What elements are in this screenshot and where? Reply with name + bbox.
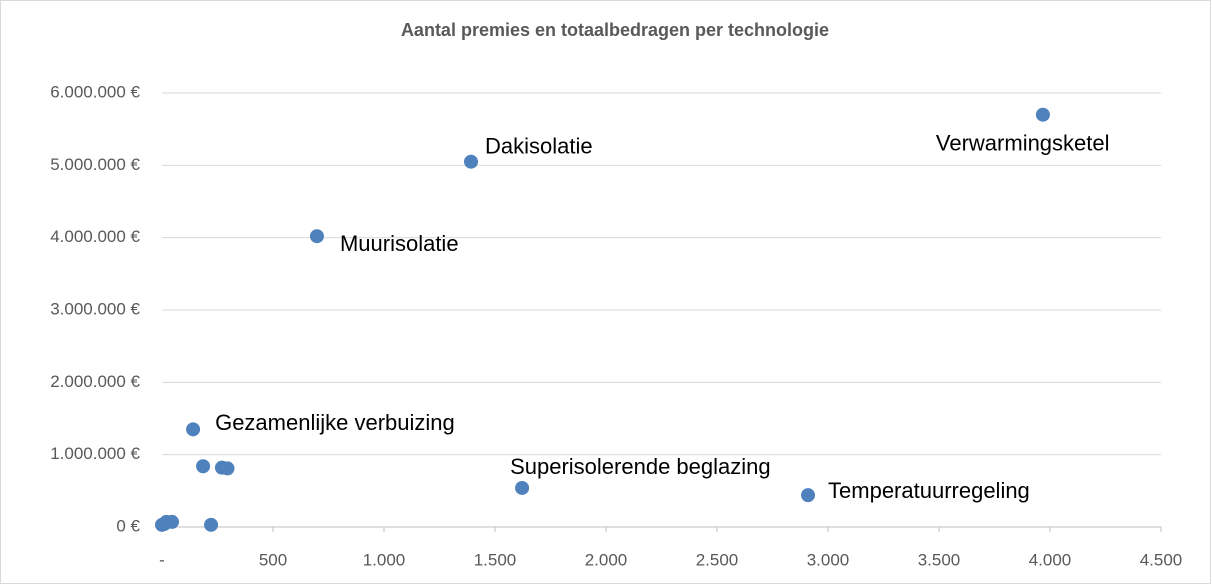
chart-title: Aantal premies en totaalbedragen per tec… (401, 20, 829, 40)
x-tick-label: - (159, 550, 165, 569)
point (801, 488, 816, 503)
point (220, 461, 235, 476)
point (196, 459, 211, 474)
point (464, 154, 479, 169)
x-tick-label: 3.500 (918, 550, 961, 569)
x-tick-label: 4.500 (1140, 550, 1183, 569)
point (186, 422, 201, 437)
x-tick-label: 2.500 (696, 550, 739, 569)
y-tick-label: 5.000.000 € (50, 155, 140, 174)
y-tick-label: 0 € (116, 516, 140, 535)
point-label: Muurisolatie (340, 231, 459, 256)
point-label: Verwarmingsketel (936, 131, 1110, 156)
point-label: Gezamenlijke verbuizing (215, 410, 455, 435)
x-tick-label: 1.500 (474, 550, 517, 569)
x-tick-label: 500 (259, 550, 287, 569)
point (1035, 107, 1050, 122)
x-tick-label: 3.000 (807, 550, 850, 569)
point (515, 480, 530, 495)
y-tick-label: 4.000.000 € (50, 227, 140, 246)
x-tick-label: 4.000 (1029, 550, 1072, 569)
point-label: Temperatuurregeling (828, 478, 1030, 503)
y-tick-label: 3.000.000 € (50, 299, 140, 318)
point (164, 514, 179, 529)
point-label: Superisolerende beglazing (510, 454, 771, 479)
y-tick-label: 2.000.000 € (50, 372, 140, 391)
y-tick-label: 1.000.000 € (50, 444, 140, 463)
point (309, 229, 324, 244)
x-tick-label: 1.000 (363, 550, 406, 569)
x-tick-label: 2.000 (585, 550, 628, 569)
point-label: Dakisolatie (485, 134, 593, 159)
point (204, 517, 219, 532)
y-tick-label: 6.000.000 € (50, 82, 140, 101)
